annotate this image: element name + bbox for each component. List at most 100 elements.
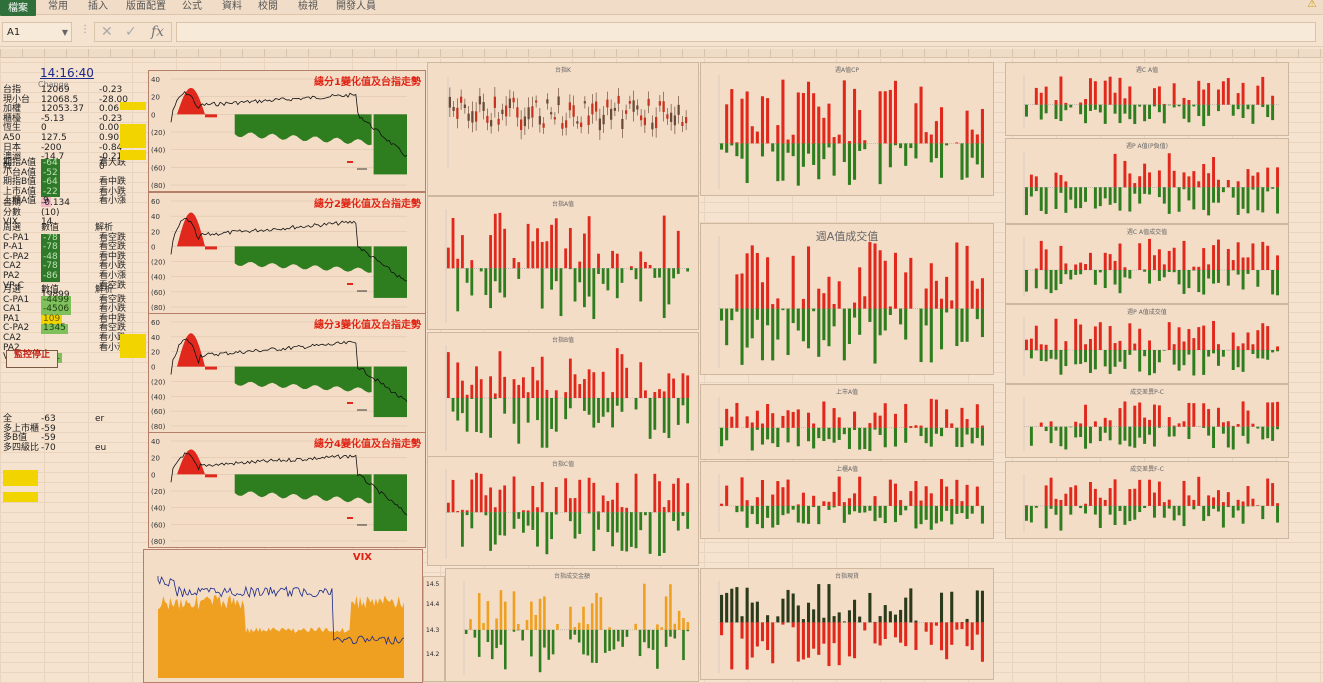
listed-a-chart[interactable]: 上市A值 [700,384,994,460]
y-tick-label: 20 [151,228,160,236]
bar-up [1197,266,1201,270]
week-a-turnover-chart[interactable]: 週A值成交值 [700,223,994,375]
bar-down [456,268,460,312]
summary-cell[interactable]: -70 [41,442,56,453]
month-cell[interactable]: 1345 [41,323,68,334]
tab-formulas[interactable]: 公式 [182,1,202,12]
name-box[interactable]: A1 ▼ [2,22,72,42]
c-value-chart[interactable]: 台指C值 [427,456,699,566]
summary-cell[interactable]: -59 [41,433,56,444]
summary-cell[interactable]: -59 [41,423,56,434]
score1-chart[interactable]: 總分1變化值及台指走勢 40 20 0 (20) (40) (60) (80) [148,70,426,192]
more-icon[interactable]: ⋮ [80,24,90,35]
month-cell[interactable]: -4499 [41,294,72,306]
stop-monitor-button[interactable]: 監控停止 [6,350,58,368]
index-change[interactable]: 0 [99,161,105,172]
index-change[interactable]: -0.23 [99,85,123,95]
bar-up [1212,497,1216,506]
month-cell[interactable]: 109 [41,313,63,325]
index-change[interactable]: -28.00 [99,94,129,105]
signal-cell[interactable]: -22 [41,186,60,198]
score-value[interactable]: -0.134 [41,198,71,208]
fx-icon[interactable]: fx [151,24,165,40]
spot-chart[interactable]: 台指現貨 [700,568,994,680]
summary-cell[interactable]: -63 [41,414,56,424]
week-cell[interactable]: -78 [41,242,60,253]
confirm-icon[interactable]: ✓ [125,24,137,40]
chevron-down-icon[interactable]: ▼ [61,28,68,37]
yellow-cell[interactable] [120,102,146,110]
tab-developer[interactable]: 開發人員 [336,1,376,12]
signal-cell[interactable]: -52 [41,167,60,179]
vix-chart[interactable]: VIX [143,549,423,683]
bar-up [606,501,610,513]
bar-up [495,618,498,630]
b-value-chart[interactable]: 台指B值 [427,332,699,458]
week-cell[interactable]: -78 [41,232,60,244]
yellow-cell[interactable] [120,124,146,148]
index-change[interactable]: -0.23 [99,113,123,124]
index-change[interactable]: 0.90 [99,132,120,143]
warning-icon[interactable]: ⚠ [1307,0,1317,10]
candle-chart[interactable]: 台指K [427,62,699,196]
week-ca-turnover-chart[interactable]: 週C A值成交值 [1005,224,1289,304]
tab-insert[interactable]: 插入 [88,1,108,12]
bar-down [720,143,724,150]
y-tick-label: (80) [151,304,166,312]
formula-input[interactable] [176,22,1316,42]
bar-up [755,131,759,144]
tab-data[interactable]: 資料 [222,1,242,12]
signal-cell[interactable]: -64 [41,177,60,188]
score-value[interactable]: (10) [41,207,60,218]
index-change[interactable]: -0.21 [99,152,123,163]
otc-a-chart[interactable]: 上櫃A值 [700,461,994,539]
week-ca-chart[interactable]: 週C A值 [1005,62,1289,136]
tab-view[interactable]: 檢視 [298,1,318,12]
signal-cell[interactable]: -64 [41,158,60,169]
index-change[interactable]: 0.00 [99,123,120,134]
week-label: CA2 [3,261,22,272]
turnover-chart[interactable]: 台指成交金額 [445,568,699,682]
index-change[interactable]: -0.84 [99,142,123,153]
signal-cell[interactable]: 9 [41,196,51,207]
score-value[interactable]: 14 [41,217,53,228]
week-a-cp-chart[interactable]: 週A值CP [700,62,994,196]
index-value[interactable]: 12068.5 [41,94,79,105]
bar-down [919,308,923,363]
bar-up [822,401,826,428]
bar-up [929,263,933,309]
diff-pc-chart[interactable]: 成交差異P-C [1005,384,1289,458]
bar-up [1103,252,1107,270]
week-cell[interactable]: -86 [41,270,60,282]
index-value[interactable]: 12053.37 [41,104,84,115]
vix-line [157,576,405,646]
index-value[interactable]: 12069 [41,85,70,95]
index-value[interactable]: -5.13 [41,113,65,124]
yellow-cell[interactable] [3,470,38,486]
bar-down [1152,505,1156,518]
week-cell[interactable]: -48 [41,251,60,263]
tab-review[interactable]: 校閱 [258,1,278,12]
index-change[interactable]: 0.06 [99,104,120,115]
index-value[interactable]: -200 [41,142,62,153]
cancel-icon[interactable]: ✕ [101,24,113,40]
week-pa-chart[interactable]: 週P A值(P負值) [1005,138,1289,224]
score4-chart[interactable]: 總分4變化值及台指走勢 40 20 0 (20) (40) (60) (80) [148,432,426,548]
week-cell[interactable]: -78 [41,261,60,272]
month-cell[interactable]: -4506 [41,304,72,315]
tab-file[interactable]: 檔案 [0,0,36,16]
week-pa-turnover-chart[interactable]: 週P A值成交值 [1005,304,1289,384]
tab-layout[interactable]: 版面配置 [126,1,166,12]
score3-chart[interactable]: 總分3變化值及台指走勢 60 40 20 0 (20) (40) (60) (80) [148,313,426,433]
index-value[interactable]: 127.5 [41,132,67,143]
index-value[interactable]: 0 [41,123,47,134]
a-value-chart[interactable]: 台指A值 [427,196,699,330]
yellow-cell[interactable] [3,492,38,502]
diff-fc-chart[interactable]: 成交差異F-C [1005,461,1289,539]
yellow-cell[interactable] [120,334,146,358]
bar-down [1157,350,1161,363]
score2-chart[interactable]: 總分2變化值及台指走勢 60 40 20 0 (20) (40) (60) (80) [148,192,426,314]
tab-home[interactable]: 常用 [48,1,68,12]
index-value[interactable]: -14.7 [41,152,65,163]
yellow-cell[interactable] [120,150,146,160]
